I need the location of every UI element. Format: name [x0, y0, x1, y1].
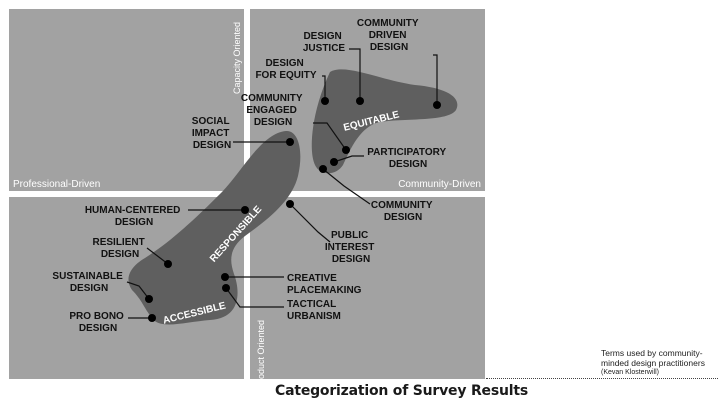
label-participatory-design: PARTICIPATORY DESIGN [367, 147, 449, 170]
dot-community-engaged-design [342, 146, 350, 154]
leader-community-engaged-design [313, 122, 347, 151]
axis-label-top-group: Capacity Oriented [232, 22, 242, 94]
dot-human-centered-design [241, 206, 249, 214]
leader-public-interest-design [289, 203, 331, 243]
label-public-interest-design: PUBLIC INTEREST DESIGN [325, 230, 377, 265]
diagram-caption: Categorization of Survey Results [275, 383, 528, 399]
leader-design-for-equity [322, 75, 326, 101]
label-human-centered-design: HUMAN-CENTERED DESIGN [85, 205, 183, 228]
quadrant-top-left [9, 9, 244, 191]
credit-note: Terms used by community-minded design pr… [601, 348, 719, 378]
leader-participatory-design [333, 155, 364, 163]
leader-community-design [322, 168, 371, 205]
term-dots [145, 97, 441, 322]
label-pro-bono-design: PRO BONO DESIGN [69, 311, 126, 334]
axis-label-bottom: Product Oriented [256, 320, 266, 388]
label-resilient-design: RESILIENT DESIGN [92, 237, 147, 260]
axis-label-right: Community-Driven [398, 179, 481, 190]
dot-participatory-design [330, 158, 338, 166]
credit-author: (Kevan Klosterwill) [601, 369, 659, 376]
leader-design-justice [349, 48, 361, 101]
dot-creative-placemaking [221, 273, 229, 281]
dot-pro-bono-design [148, 314, 156, 322]
dot-public-interest-design [286, 200, 294, 208]
dot-tactical-urbanism [222, 284, 230, 292]
leader-tactical-urbanism [225, 287, 284, 308]
leader-resilient-design [146, 247, 169, 265]
label-design-justice: DESIGN JUSTICE [303, 31, 346, 54]
dot-community-design [319, 165, 327, 173]
term-labels: COMMUNITY DRIVEN DESIGN DESIGN JUSTICE D… [52, 18, 449, 334]
dot-resilient-design [164, 260, 172, 268]
label-community-design: COMMUNITY DESIGN [371, 200, 435, 223]
credit-line: Terms used by community-minded design pr… [601, 348, 705, 368]
credit-divider [486, 378, 718, 379]
label-creative-placemaking: CREATIVE PLACEMAKING [287, 273, 362, 296]
label-social-impact-design: SOCIAL IMPACT DESIGN [192, 116, 232, 151]
leader-lines [126, 48, 438, 319]
axis-label-left: Professional-Driven [13, 179, 100, 190]
dot-sustainable-design [145, 295, 153, 303]
label-community-driven-design: COMMUNITY DRIVEN DESIGN [357, 18, 421, 53]
responsible-accessible-region [128, 130, 301, 325]
axis-label-top: Capacity Oriented [232, 22, 242, 94]
dot-social-impact-design [286, 138, 294, 146]
label-tactical-urbanism: TACTICAL URBANISM [287, 299, 341, 322]
leader-sustainable-design [126, 281, 150, 300]
dot-community-driven-design [433, 101, 441, 109]
dot-design-for-equity [321, 97, 329, 105]
label-design-for-equity: DESIGN FOR EQUITY [255, 58, 316, 81]
leader-community-driven-design [433, 54, 438, 105]
label-sustainable-design: SUSTAINABLE DESIGN [52, 271, 125, 294]
label-community-engaged-design: COMMUNITY ENGAGED DESIGN [241, 93, 305, 128]
axis-label-bottom-group: Product Oriented [256, 320, 266, 388]
dot-design-justice [356, 97, 364, 105]
quadrant-bottom-right [250, 197, 485, 379]
